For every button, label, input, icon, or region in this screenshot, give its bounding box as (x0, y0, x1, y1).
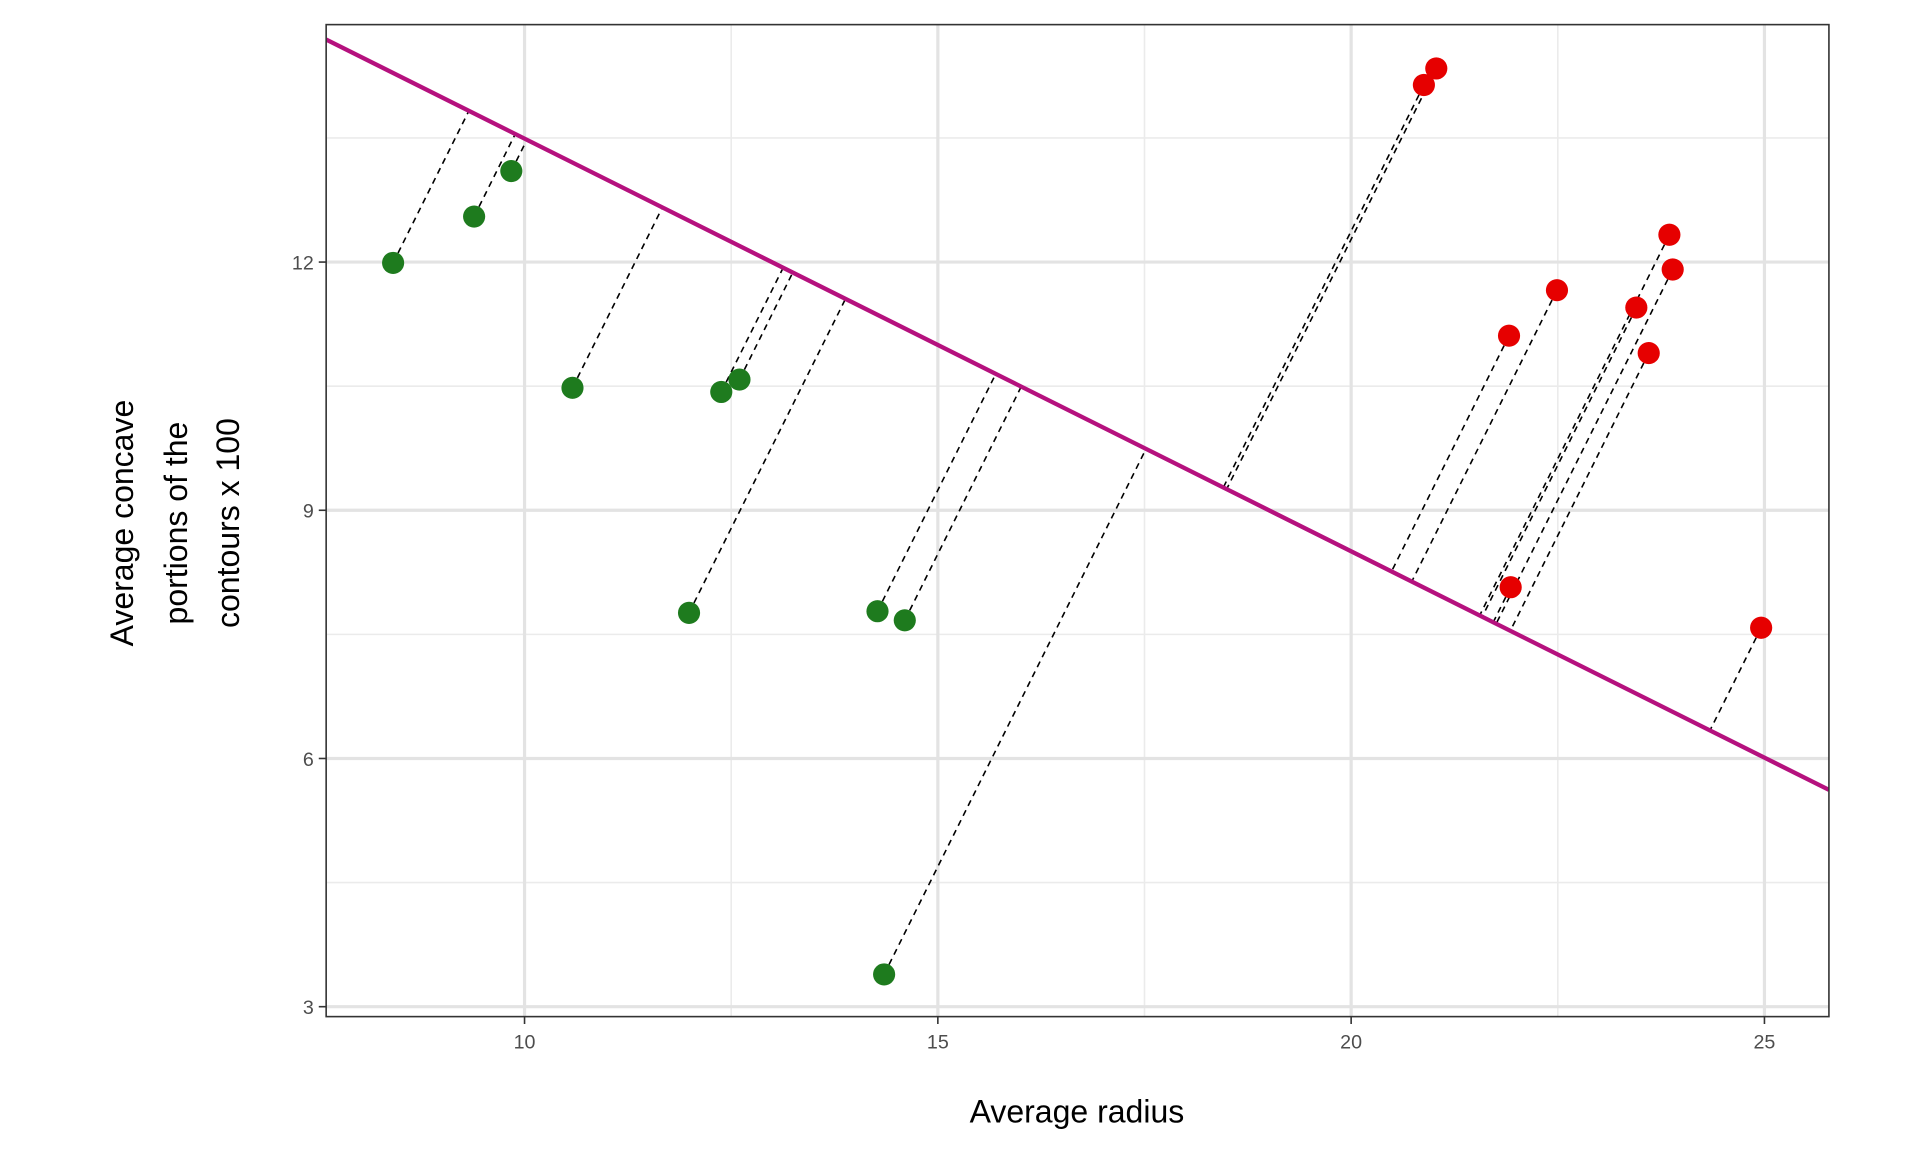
panel-border (325, 23, 1830, 1018)
x-tick-label: 10 (514, 1032, 536, 1054)
y-axis-title: Average concave portions of the contours… (104, 400, 246, 647)
projection-line (571, 207, 664, 389)
projection-line (738, 272, 794, 380)
point-green (728, 368, 751, 391)
point-red (1661, 258, 1684, 281)
point-red (1425, 57, 1448, 80)
projection-line (720, 267, 784, 393)
point-red (1625, 296, 1648, 319)
projection-line (1481, 307, 1638, 618)
x-tick-label: 15 (927, 1032, 949, 1054)
projection-line (688, 298, 847, 614)
regression-line (326, 37, 1829, 792)
projection-line (1709, 627, 1762, 731)
projection-line (473, 133, 516, 217)
y-axis-title-line: contours x 100 (210, 418, 246, 628)
projection-line (883, 448, 1147, 975)
point-red (1499, 576, 1522, 599)
point-green (866, 600, 889, 623)
y-axis-title-line: Average concave (104, 400, 140, 647)
point-green (382, 251, 405, 274)
point-green (873, 963, 896, 986)
major-gridlines (326, 24, 1829, 1017)
point-red (1412, 73, 1435, 97)
y-axis-title-line: portions of the (158, 422, 194, 625)
point-red (1637, 341, 1660, 365)
fitted-line (326, 37, 1829, 792)
point-red (1658, 223, 1681, 246)
point-green (561, 376, 584, 399)
y-tick-label: 3 (303, 997, 314, 1019)
projection-line (1509, 352, 1650, 632)
projection-line (1222, 84, 1425, 488)
x-axis-title: Average radius (970, 1093, 1185, 1129)
x-tick-label: 25 (1753, 1032, 1775, 1054)
y-tick-label: 9 (303, 501, 314, 523)
y-tick-label: 12 (292, 252, 314, 274)
point-red (1750, 616, 1773, 639)
point-green (463, 205, 486, 228)
y-tick-label: 6 (303, 749, 314, 771)
point-green (893, 609, 916, 632)
point-red (1497, 324, 1521, 347)
projection-line (1411, 289, 1558, 582)
projection-line (1225, 68, 1438, 490)
x-tick-label: 20 (1340, 1032, 1362, 1054)
point-green (500, 159, 523, 183)
point-green (710, 380, 733, 404)
point-red (1545, 279, 1569, 302)
data-points (382, 57, 1773, 986)
point-green (677, 601, 701, 624)
axis-ticks (318, 261, 1766, 1024)
